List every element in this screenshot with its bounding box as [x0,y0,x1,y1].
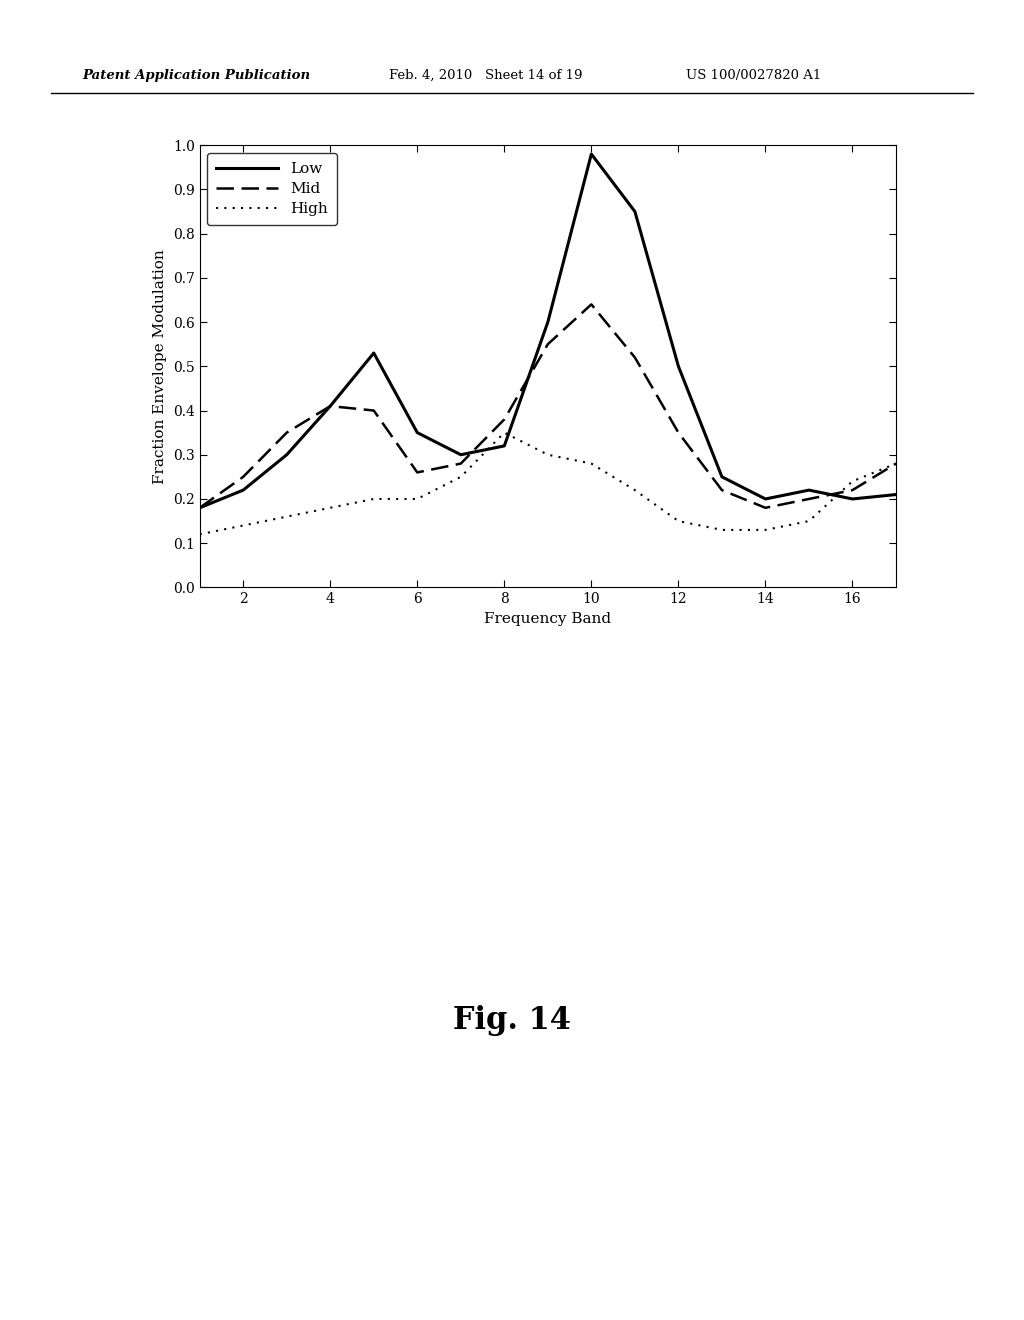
High [803,513,815,529]
Mid [412,465,424,480]
Mid [324,399,336,414]
High [455,469,467,484]
Y-axis label: Fraction Envelope Modulation: Fraction Envelope Modulation [154,249,167,483]
Low [238,482,250,498]
Mid [194,500,206,516]
Mid [760,500,772,516]
Low [585,147,597,162]
High [846,474,858,490]
Text: Patent Application Publication: Patent Application Publication [82,69,310,82]
High [368,491,380,507]
High [673,513,685,529]
Mid [498,412,510,428]
Mid [281,425,293,441]
Line: Low: Low [200,154,896,508]
Low [716,469,728,484]
Low [542,314,554,330]
Mid [585,297,597,313]
Low [803,482,815,498]
High [716,521,728,537]
Low [368,345,380,360]
Mid [238,469,250,484]
Low [324,399,336,414]
Low [281,446,293,462]
Line: Mid: Mid [200,305,896,508]
High [629,482,641,498]
High [281,508,293,524]
Low [673,358,685,375]
Low [629,203,641,219]
Mid [716,482,728,498]
Mid [629,350,641,366]
X-axis label: Frequency Band: Frequency Band [484,611,611,626]
Mid [542,337,554,352]
High [498,425,510,441]
Low [760,491,772,507]
Text: Feb. 4, 2010   Sheet 14 of 19: Feb. 4, 2010 Sheet 14 of 19 [389,69,583,82]
Low [846,491,858,507]
High [585,455,597,471]
Low [412,425,424,441]
Mid [673,425,685,441]
Text: Fig. 14: Fig. 14 [453,1005,571,1035]
Line: High: High [200,433,896,535]
Low [890,487,902,503]
Mid [368,403,380,418]
Mid [455,455,467,471]
High [890,455,902,471]
High [542,446,554,462]
Low [455,446,467,462]
Text: US 100/0027820 A1: US 100/0027820 A1 [686,69,821,82]
High [324,500,336,516]
High [760,521,772,537]
High [238,517,250,533]
Low [498,438,510,454]
High [412,491,424,507]
High [194,527,206,543]
Mid [890,455,902,471]
Mid [803,491,815,507]
Mid [846,482,858,498]
Low [194,500,206,516]
Legend: Low, Mid, High: Low, Mid, High [207,153,337,226]
